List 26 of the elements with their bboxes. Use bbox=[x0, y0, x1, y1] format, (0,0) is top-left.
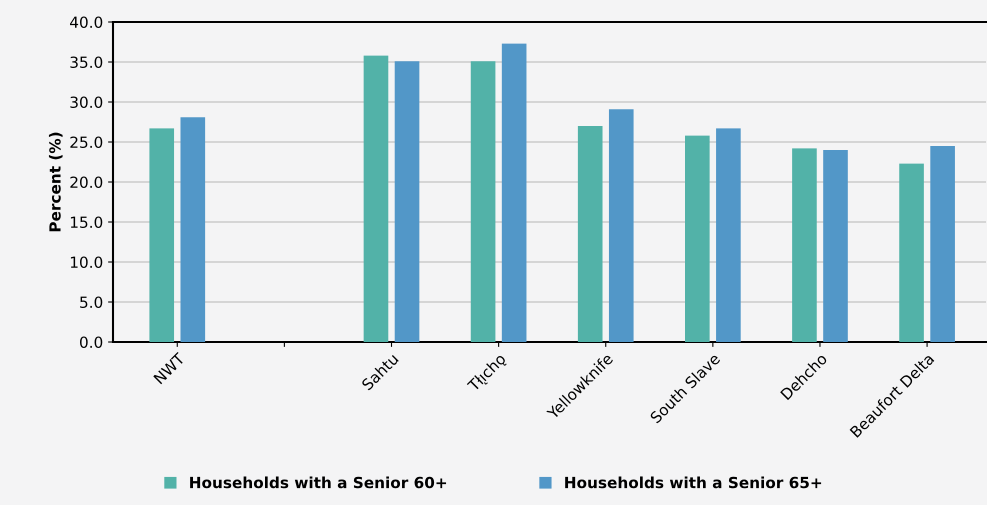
bar bbox=[685, 136, 710, 342]
bar bbox=[578, 126, 603, 342]
y-tick-label: 5.0 bbox=[80, 296, 102, 308]
y-tick-label: 40.0 bbox=[70, 16, 102, 28]
y-axis-title: Percent (%) bbox=[48, 132, 63, 232]
bar bbox=[792, 148, 817, 342]
bar bbox=[149, 128, 174, 342]
y-tick-label: 10.0 bbox=[70, 256, 102, 268]
bar bbox=[823, 150, 848, 342]
y-tick-label: 30.0 bbox=[70, 96, 102, 108]
bar bbox=[608, 109, 634, 342]
legend-label: Households with a Senior 65+ bbox=[565, 476, 822, 488]
bar bbox=[180, 117, 206, 342]
legend-label: Households with a Senior 60+ bbox=[190, 476, 446, 488]
bar bbox=[502, 44, 526, 342]
bar bbox=[364, 56, 388, 342]
bar bbox=[470, 61, 496, 342]
bar bbox=[716, 128, 741, 342]
y-tick-label: 15.0 bbox=[70, 216, 102, 228]
y-tick-label: 35.0 bbox=[70, 56, 102, 68]
bar bbox=[930, 146, 955, 342]
bar bbox=[394, 61, 420, 342]
y-tick-label: 20.0 bbox=[70, 176, 102, 188]
y-tick-label: 0.0 bbox=[80, 336, 102, 348]
y-tick-label: 25.0 bbox=[70, 136, 102, 148]
bar bbox=[899, 164, 924, 342]
